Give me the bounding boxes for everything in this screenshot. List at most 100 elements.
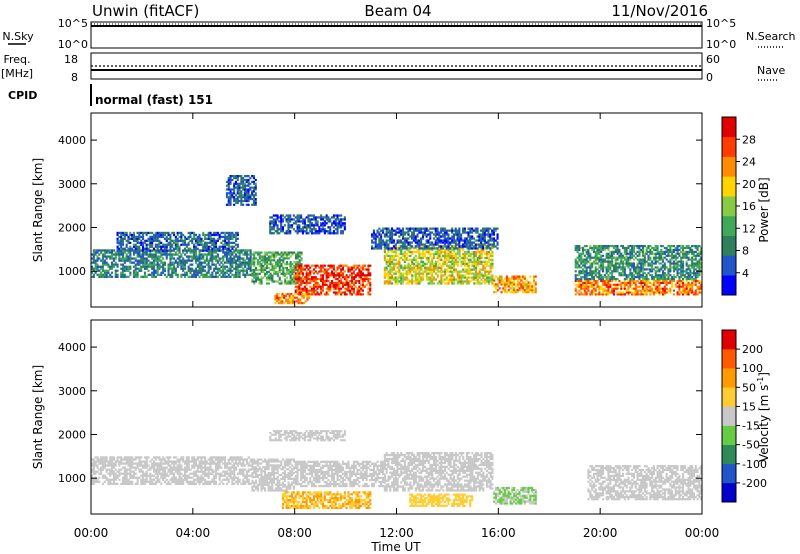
heatmap-cell (691, 287, 694, 290)
heatmap-cell (431, 268, 434, 271)
heatmap-cell (331, 264, 334, 267)
heatmap-cell (602, 278, 605, 281)
heatmap-cell (282, 266, 285, 270)
heatmap-cell (253, 280, 256, 283)
heatmap-cell (358, 281, 361, 284)
heatmap-cell (283, 302, 286, 305)
heatmap-cell (685, 268, 688, 271)
heatmap-cell (183, 237, 186, 240)
heatmap-cell (165, 255, 168, 258)
heatmap-cell (196, 265, 199, 268)
heatmap-cell (462, 282, 465, 285)
heatmap-cell (598, 272, 601, 275)
heatmap-cell (642, 250, 645, 253)
heatmap-cell (687, 256, 690, 259)
heatmap-cell (171, 249, 174, 252)
heatmap-cell (654, 289, 657, 292)
heatmap-cell (320, 278, 323, 281)
heatmap-cell (200, 269, 203, 272)
heatmap-cell (674, 246, 677, 250)
heatmap-cell (320, 276, 323, 279)
heatmap-cell (522, 277, 525, 280)
heatmap-cell (622, 293, 625, 296)
heatmap-cell (169, 265, 172, 268)
heatmap-cell (122, 271, 125, 274)
heatmap-cell (307, 281, 310, 284)
heatmap-cell (131, 247, 134, 250)
heatmap-cell (600, 285, 603, 288)
heatmap-cell (365, 278, 368, 281)
heatmap-cell (451, 235, 454, 238)
heatmap-cell (125, 269, 128, 272)
heatmap-cell (640, 250, 643, 253)
heatmap-cell (356, 264, 359, 267)
heatmap-cell (209, 249, 212, 252)
heatmap-cell (607, 281, 610, 284)
heatmap-cell (233, 261, 236, 264)
heatmap-cell (189, 239, 192, 242)
heatmap-cell (224, 233, 227, 237)
heatmap-cell (276, 280, 279, 283)
heatmap-cell (142, 261, 145, 264)
heatmap-cell (482, 231, 485, 234)
heatmap-cell (308, 296, 311, 299)
heatmap-cell (276, 226, 279, 229)
heatmap-cell (600, 268, 603, 271)
heatmap-cell (345, 293, 348, 296)
heatmap-cell (451, 258, 454, 261)
heatmap-cell (372, 237, 375, 240)
heatmap-cell (676, 291, 679, 294)
heatmap-cell (418, 256, 421, 260)
heatmap-cell (414, 229, 417, 232)
heatmap-cell (147, 255, 150, 258)
heatmap-cell (478, 254, 481, 258)
heatmap-cell (642, 276, 645, 279)
heatmap-cell (196, 243, 199, 246)
heatmap-cell (151, 275, 154, 278)
heatmap-cell (663, 279, 666, 283)
heatmap-cell (193, 255, 196, 258)
heatmap-cell (422, 274, 425, 277)
heatmap-cell (605, 272, 608, 275)
heatmap-cell (262, 255, 265, 258)
heatmap-cell (204, 233, 207, 237)
heatmap-cell (331, 272, 334, 275)
heatmap-cell (300, 266, 303, 269)
heatmap-cell (438, 256, 441, 260)
heatmap-cell (509, 287, 512, 290)
heatmap-cell (483, 227, 486, 230)
heatmap-cell (305, 270, 308, 273)
heatmap-cell (612, 283, 615, 286)
heatmap-cell (674, 258, 677, 261)
heatmap-cell (131, 249, 134, 252)
heatmap-cell (440, 241, 443, 244)
heatmap-cell (658, 262, 661, 265)
heatmap-cell (169, 239, 172, 242)
heatmap-cell (174, 237, 177, 240)
heatmap-cell (189, 259, 192, 262)
heatmap-cell (285, 253, 288, 256)
heatmap-cell (483, 241, 486, 244)
heatmap-cell (691, 266, 694, 269)
heatmap-cell (123, 261, 126, 264)
heatmap-cell (227, 245, 230, 248)
heatmap-cell (173, 269, 176, 272)
heatmap-cell (276, 294, 279, 297)
heatmap-cell (380, 235, 383, 238)
heatmap-cell (269, 232, 272, 235)
heatmap-cell (303, 226, 306, 229)
heatmap-cell (402, 276, 405, 279)
heatmap-cell (169, 235, 172, 239)
heatmap-cell (147, 231, 150, 235)
heatmap-cell (336, 278, 339, 281)
heatmap-cell (207, 241, 210, 244)
heatmap-cell (444, 274, 447, 277)
heatmap-cell (609, 252, 612, 255)
heatmap-cell (299, 298, 302, 301)
heatmap-cell (400, 246, 403, 250)
heatmap-cell (138, 267, 141, 270)
heatmap-cell (122, 269, 125, 272)
heatmap-cell (454, 239, 457, 242)
heatmap-cell (100, 249, 103, 252)
heatmap-cell (471, 268, 474, 271)
